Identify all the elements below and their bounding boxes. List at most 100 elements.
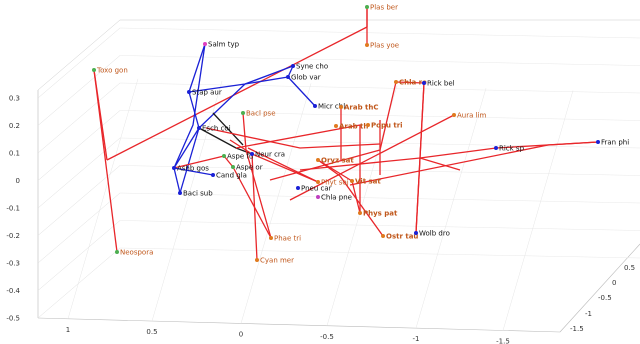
z-tick-label: 0 (16, 177, 20, 185)
point-phyt_soj: Phyt soj (316, 179, 349, 187)
point-label: Arab th (339, 123, 368, 131)
marker (115, 250, 119, 254)
x-tick-label: 1 (66, 326, 70, 334)
grid-line (119, 220, 640, 231)
edge-stap_aur-esch_coi (188, 91, 200, 129)
edge-vit_sat-phys_pat (351, 180, 361, 214)
point-wolb_dro: Wolb dro (414, 230, 450, 238)
point-ostr_tau: Ostr tau (381, 233, 418, 241)
x-tick-label: -0.5 (320, 333, 334, 341)
point-label: Phae tri (274, 235, 301, 243)
point-toxo_gon: Toxo gon (92, 67, 128, 75)
marker (197, 126, 201, 130)
point-pneu_car: Pneu car (296, 185, 332, 193)
z-tick-label: -0.3 (6, 260, 20, 268)
marker (422, 81, 426, 85)
marker (358, 211, 362, 215)
axis-line (37, 317, 561, 333)
point-label: Phys pat (363, 210, 398, 218)
y-tick-label: -1.5 (570, 325, 584, 333)
marker (414, 231, 418, 235)
marker (286, 75, 290, 79)
data-points: Plas ber Plas yoe Toxo gon Neospora Salm typ… (92, 4, 629, 265)
point-label: Salm typ (208, 41, 240, 49)
point-label: Plas yoe (370, 42, 399, 50)
point-rick_bel: Rick bel (422, 80, 455, 88)
point-bacl_pse: Bacl pse (241, 110, 276, 118)
point-label: Aspe or (236, 164, 263, 172)
marker (394, 80, 398, 84)
point-chla_pne: Chla pne (316, 194, 352, 202)
y-tick-label: -0.5 (598, 294, 612, 302)
edge-aspe_fu-aspe_or (223, 155, 234, 168)
point-cand_gla: Cand gla (211, 172, 247, 180)
tree-branch (173, 155, 225, 169)
point-aspe_or: Aspe or (231, 164, 263, 172)
edge-rick_bel-wolb_dro (415, 82, 425, 234)
point-neur_cra: Neur cra (250, 151, 285, 159)
edge-glob_var-micr_chl (287, 76, 316, 107)
edge-ashb_gos-cand_gla (173, 167, 214, 176)
grid-line (119, 247, 640, 259)
marker (381, 234, 385, 238)
point-label: Bacl pse (246, 110, 276, 118)
point-label: Aspe fu (227, 153, 253, 161)
marker (366, 123, 370, 127)
marker (92, 68, 96, 72)
point-label: Neospora (120, 249, 153, 257)
point-salm_typ: Salm typ (203, 41, 240, 49)
z-tick-label: -0.1 (6, 205, 20, 213)
grid-line (119, 82, 640, 94)
point-label: Aura lim (457, 112, 487, 120)
point-label: Wolb dro (419, 230, 450, 238)
grid-line (119, 55, 640, 66)
marker (187, 90, 191, 94)
marker (365, 43, 369, 47)
grid-line (37, 137, 121, 209)
point-label: Glob var (291, 74, 321, 82)
point-label: Toxo gon (96, 67, 128, 75)
grid-line (37, 220, 121, 291)
marker (452, 113, 456, 117)
point-popu_tri: Popu tri (366, 122, 403, 130)
point-esch_coi: Esch coi (197, 125, 231, 133)
point-label: Vit sat (355, 178, 381, 186)
z-tick-label: -0.4 (6, 287, 20, 295)
point-label: Esch coi (202, 125, 231, 133)
y-tick-label: 0.5 (624, 264, 635, 272)
marker (316, 195, 320, 199)
point-neospora: Neospora (115, 249, 153, 257)
grid-line (151, 80, 223, 322)
point-label: Micr chl (318, 103, 345, 111)
point-label: Neur cra (255, 151, 285, 159)
point-arab_th: Arab th (334, 123, 368, 131)
grid-line (502, 90, 574, 331)
z-tick-label: 0.1 (9, 150, 20, 158)
z-tick-label: -0.2 (6, 232, 20, 240)
grid-line (37, 27, 121, 99)
point-label: Plas ber (370, 4, 398, 12)
grid-line (119, 192, 640, 204)
point-fran_phi: Fran phi (596, 139, 629, 147)
edge-neur_cra-phyt_soj (251, 153, 319, 183)
tree-branch (235, 124, 361, 213)
point-bacl_sub: Baci sub (178, 190, 213, 198)
tree-branch (205, 127, 381, 149)
z-tick-label: 0.2 (9, 122, 20, 130)
point-plas_yoe: Plas yoe (365, 42, 399, 50)
z-tick-label: -0.5 (6, 315, 20, 323)
axis-line (559, 243, 640, 333)
point-label: Chla pne (321, 194, 352, 202)
x-tick-label: 0.5 (146, 328, 157, 336)
grid-line (67, 78, 139, 319)
point-label: Ashb gos (177, 165, 209, 173)
grid-box (37, 19, 640, 333)
edge-chla_re-rick_bel (395, 81, 425, 84)
y-tick-label: -1 (585, 310, 592, 318)
marker (231, 165, 235, 169)
point-cyan_mer: Cyan mer (255, 257, 294, 265)
point-stap_aur: Stap aur (187, 89, 222, 97)
z-tick-label: 0.3 (9, 95, 20, 103)
marker (255, 258, 259, 262)
point-label: Phyt soj (321, 179, 349, 187)
